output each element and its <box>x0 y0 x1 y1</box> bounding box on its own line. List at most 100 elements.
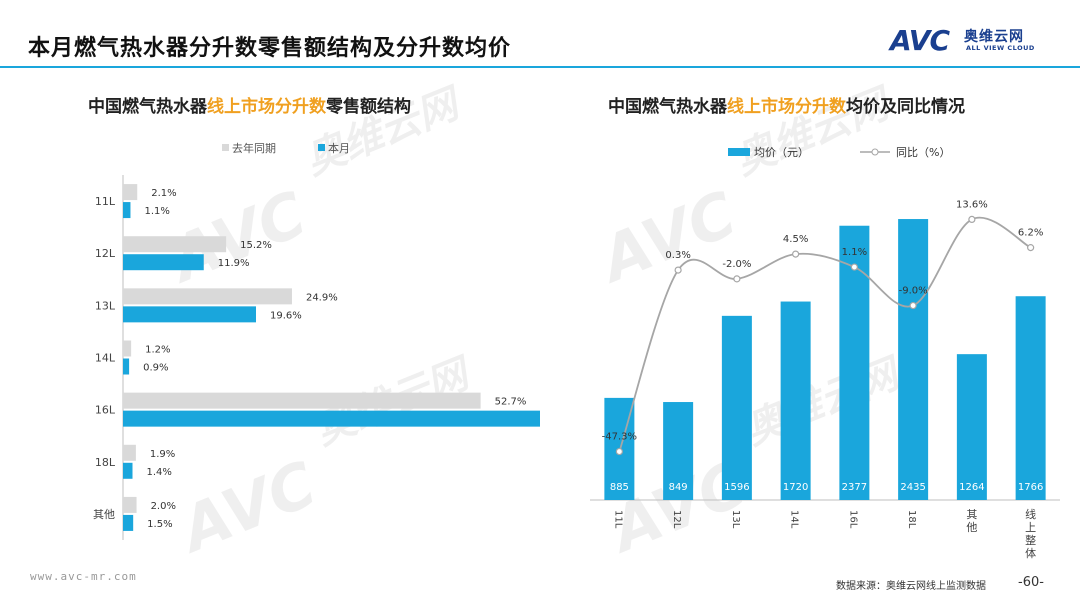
data-label: 24.9% <box>306 292 338 303</box>
yoy-marker <box>850 263 858 271</box>
bar-value-label: 2435 <box>900 482 925 493</box>
category-label: 13L <box>95 299 116 312</box>
legend-swatch-price <box>728 148 750 156</box>
bar-last-year <box>123 496 137 513</box>
title-divider <box>0 66 1080 68</box>
data-label: 2.1% <box>151 188 176 199</box>
data-label: 11.9% <box>218 258 250 269</box>
bar-current <box>123 254 204 271</box>
bar-value-label: 2377 <box>842 482 867 493</box>
bar-average-price <box>663 402 694 500</box>
data-label: 19.6% <box>270 310 302 321</box>
left-chart-title: 中国燃气热水器线上市场分升数零售额结构 <box>88 92 411 117</box>
bar-current <box>123 514 134 531</box>
page-number: -60- <box>1018 575 1044 590</box>
legend-label-last-year: 去年同期 <box>232 141 276 155</box>
category-label: 11L <box>612 510 623 529</box>
category-label: 18L <box>906 510 917 529</box>
category-label: 12L <box>671 510 682 529</box>
yoy-marker <box>909 301 917 310</box>
data-label: 2.0% <box>151 501 176 512</box>
legend-label-current: 本月 <box>328 141 350 155</box>
bar-last-year <box>123 236 227 253</box>
legend-swatch-current <box>318 144 325 151</box>
page-title: 本月燃气热水器分升数零售额结构及分升数均价 <box>28 36 512 61</box>
legend-label-yoy: 同比（%） <box>896 146 950 159</box>
category-label: 14L <box>789 510 800 529</box>
category-label: 16L <box>847 510 858 529</box>
bar-value-label: 849 <box>669 482 688 493</box>
data-label: 0.9% <box>143 363 168 374</box>
bar-average-price <box>839 225 870 500</box>
logo-cn: 奥维云网 <box>964 29 1024 45</box>
category-label: 其他 <box>966 508 977 534</box>
yoy-marker <box>792 250 800 258</box>
left-title-part: 中国燃气热水器 <box>88 97 207 117</box>
bar-current <box>123 306 256 323</box>
bar-value-label: 1596 <box>724 482 749 493</box>
yoy-marker <box>968 215 976 224</box>
category-label: 11L <box>95 195 116 208</box>
yoy-data-label: -47.3% <box>602 432 637 443</box>
right-title-part: 均价及同比情况 <box>846 97 965 117</box>
right-combo-chart: 均价（元） 同比（%） 885 11L 849 12L 1596 13L 1720 14L 2377… <box>590 146 1060 560</box>
bar-current <box>123 358 130 375</box>
bar-average-price <box>898 219 929 500</box>
yoy-line <box>618 216 1032 452</box>
yoy-marker <box>733 275 741 283</box>
legend-swatch-last-year <box>222 144 229 151</box>
data-label: 1.5% <box>147 519 172 530</box>
bar-current <box>123 202 131 219</box>
category-label: 14L <box>95 352 116 365</box>
right-chart-title: 中国燃气热水器线上市场分升数均价及同比情况 <box>608 92 965 117</box>
data-label: 1.1% <box>144 206 169 217</box>
avc-logo: AVC 奥维云网 ALL VIEW CLOUD <box>890 22 1060 58</box>
category-label: 线上整体 <box>1025 507 1036 560</box>
legend-label-price: 均价（元） <box>754 146 809 159</box>
logo-mark: AVC <box>890 24 950 57</box>
left-title-part: 零售额结构 <box>326 97 411 117</box>
data-label: 1.4% <box>147 467 172 478</box>
yoy-data-label: 13.6% <box>956 199 988 210</box>
bar-last-year <box>123 444 136 461</box>
bar-last-year <box>123 392 481 409</box>
yoy-marker <box>1027 244 1035 252</box>
bar-value-label: 885 <box>610 482 629 493</box>
bar-value-label: 1264 <box>959 482 984 493</box>
category-label: 16L <box>95 404 116 417</box>
footer-url: www.avc-mr.com <box>30 570 137 583</box>
yoy-data-label: 6.2% <box>1018 228 1043 239</box>
bar-last-year <box>123 288 292 305</box>
bar-average-price <box>956 354 987 500</box>
bar-average-price <box>1015 296 1046 500</box>
bar-last-year <box>123 184 138 201</box>
yoy-marker <box>615 447 623 456</box>
right-title-highlight: 线上市场分升数 <box>727 97 846 117</box>
bar-average-price <box>721 315 752 500</box>
logo-en: ALL VIEW CLOUD <box>966 44 1035 52</box>
data-label: 52.7% <box>495 397 527 408</box>
category-label: 12L <box>95 247 116 260</box>
right-title-part: 中国燃气热水器 <box>608 97 727 117</box>
yoy-data-label: 1.1% <box>842 247 867 258</box>
data-label: 1.2% <box>145 345 170 356</box>
yoy-data-label: 4.5% <box>783 234 808 245</box>
footer-source: 数据来源：奥维云网线上监测数据 <box>836 581 986 592</box>
left-title-highlight: 线上市场分升数 <box>207 97 326 117</box>
bar-last-year <box>123 340 132 357</box>
legend-marker-yoy <box>871 148 879 156</box>
yoy-data-label: -2.0% <box>722 259 751 270</box>
category-label: 18L <box>95 456 116 469</box>
bar-value-label: 1720 <box>783 482 808 493</box>
category-label: 其他 <box>93 508 115 521</box>
data-label: 15.2% <box>240 240 272 251</box>
yoy-data-label: -9.0% <box>899 286 928 297</box>
left-bar-chart: 去年同期 本月 11L 2.1% 1.1% 12L 15.2% 11.9% 13L 24.9% 19… <box>93 141 540 540</box>
data-label: 1.9% <box>150 449 175 460</box>
bar-current <box>123 410 540 427</box>
yoy-marker <box>674 266 682 274</box>
bar-average-price <box>780 301 811 500</box>
bar-value-label: 1766 <box>1018 482 1043 493</box>
bar-current <box>123 462 133 479</box>
category-label: 13L <box>730 510 741 529</box>
